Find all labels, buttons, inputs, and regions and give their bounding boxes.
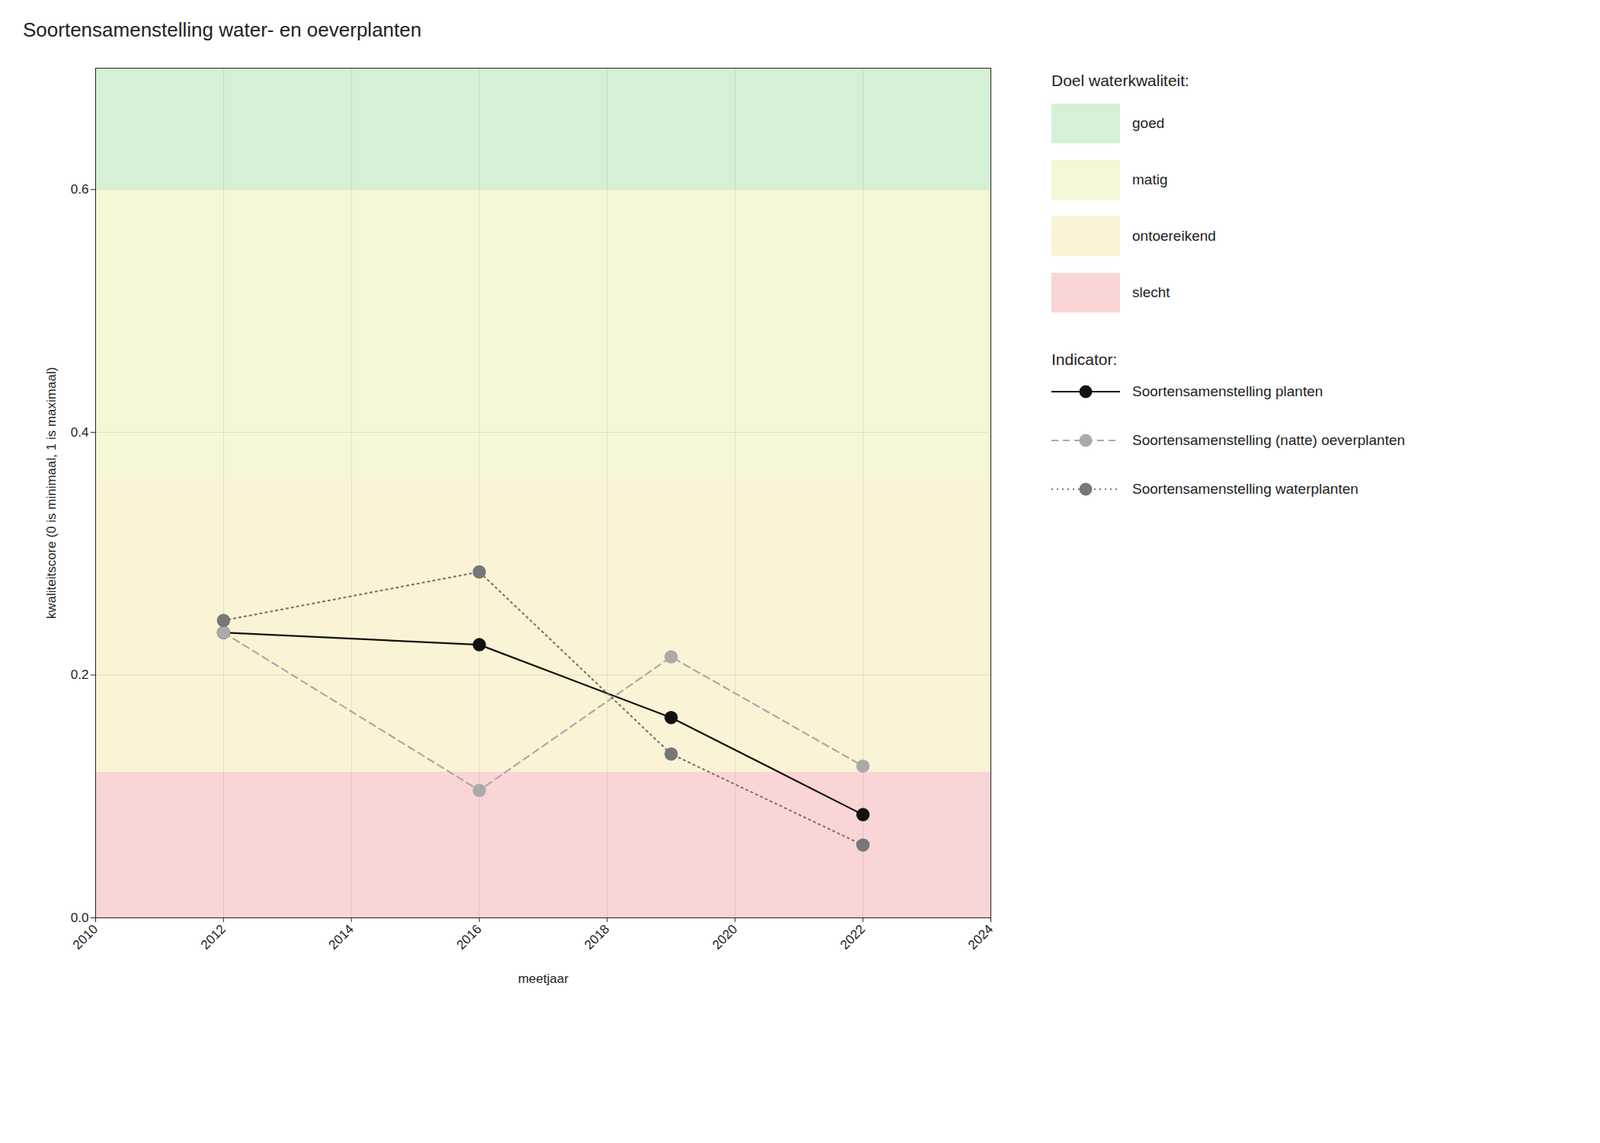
svg-text:2018: 2018 xyxy=(581,921,612,953)
html-text:slecht: slecht xyxy=(1132,284,1170,301)
html-text:Doel waterkwaliteit:: Doel waterkwaliteit: xyxy=(1051,71,1190,90)
html-text:Indicator:: Indicator: xyxy=(1051,350,1118,368)
html-text:goed: goed xyxy=(1132,115,1165,132)
svg-text:kwaliteitscore (0 is minimaal,: kwaliteitscore (0 is minimaal, 1 is maxi… xyxy=(44,367,59,620)
svg-text:2016: 2016 xyxy=(454,921,485,953)
svg-text:2020: 2020 xyxy=(709,921,740,953)
html-text:ontoereikend: ontoereikend xyxy=(1132,227,1216,244)
svg-text:2014: 2014 xyxy=(326,921,357,953)
html-text:Soortensamenstelling water- en: Soortensamenstelling water- en oeverplan… xyxy=(22,18,422,42)
html-text:Soortensamenstelling planten: Soortensamenstelling planten xyxy=(1132,383,1323,400)
html-text:matig: matig xyxy=(1132,171,1168,188)
svg-text:meetjaar: meetjaar xyxy=(518,971,569,986)
svg-text:2012: 2012 xyxy=(198,921,229,953)
svg-text:0.6: 0.6 xyxy=(70,182,90,197)
svg-text:0.4: 0.4 xyxy=(70,425,90,440)
svg-text:2024: 2024 xyxy=(965,921,996,953)
svg-text:0.0: 0.0 xyxy=(70,910,90,925)
svg-text:0.2: 0.2 xyxy=(70,667,90,682)
svg-text:2022: 2022 xyxy=(837,921,868,953)
html-text:Soortensamenstelling waterplan: Soortensamenstelling waterplanten xyxy=(1132,480,1359,497)
html-text:Soortensamenstelling (natte) o: Soortensamenstelling (natte) oeverplante… xyxy=(1132,432,1406,448)
svg-text:2010: 2010 xyxy=(70,921,101,953)
